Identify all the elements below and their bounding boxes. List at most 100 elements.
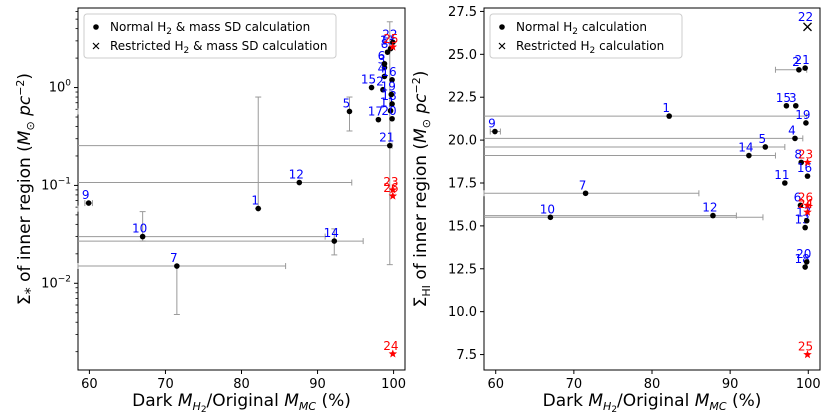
y-tick-label: 20.0: [448, 134, 477, 149]
point-label: 23: [798, 147, 813, 161]
y-tick-label: 17.5: [448, 176, 477, 191]
point-label: 16: [381, 65, 396, 79]
text-part: of inner region (: [411, 143, 431, 285]
data-point: [802, 65, 808, 71]
data-point: [710, 212, 716, 219]
text-part: of inner region (: [15, 145, 35, 287]
data-point: [386, 142, 393, 149]
point-label: 3: [378, 53, 386, 67]
data-point: [803, 217, 810, 224]
restricted-star-marker: [388, 349, 398, 358]
text-part: (%): [727, 391, 762, 411]
text-part: MC: [299, 400, 316, 413]
data-point: [804, 173, 811, 179]
y-tick-label: 25.0: [448, 48, 477, 63]
text-part: M: [411, 128, 431, 143]
point-label: 5: [758, 132, 766, 146]
data-point: [792, 135, 798, 142]
point-label: 1: [251, 194, 259, 208]
data-point: [783, 102, 790, 109]
data-point: [381, 73, 388, 80]
data-point: [255, 205, 262, 212]
restricted-star-marker: [803, 207, 812, 216]
text-part: M: [15, 130, 35, 145]
data-point: [380, 86, 386, 93]
text-part: 2: [611, 405, 617, 414]
point-label: 25: [383, 32, 398, 46]
point-label: 5: [343, 96, 351, 110]
text-part: H: [603, 400, 611, 413]
tick-base: 10: [49, 81, 66, 96]
x-axis-label: Dark MH2/Original MMC (%): [543, 391, 762, 414]
text-part: −2: [410, 77, 423, 93]
point-label: 26: [798, 190, 813, 204]
text-part: M: [284, 391, 299, 411]
restricted-star-marker: [388, 185, 398, 194]
data-point: [296, 179, 303, 186]
legend-label: Restricted H2 calculation: [516, 39, 664, 56]
y-tick-label: 12.5: [448, 262, 477, 277]
point-label: 17: [368, 105, 383, 119]
data-point: [331, 238, 338, 244]
point-label: 14: [324, 226, 339, 240]
point-label: 21: [379, 131, 394, 145]
text-part: pc: [15, 95, 35, 121]
data-point: [782, 180, 788, 186]
data-point: [547, 214, 554, 221]
text-part: Restricted H: [110, 39, 184, 53]
data-point: [174, 263, 180, 269]
x-axis-label: Dark MH2/Original MMC (%): [132, 391, 351, 414]
data-point: [796, 66, 802, 73]
legend-dot-icon: [499, 24, 505, 30]
text-part: 2: [590, 46, 596, 56]
x-tick-label: 80: [644, 377, 661, 392]
data-point: [389, 115, 395, 122]
point-label: 3: [789, 91, 797, 105]
text-part: Restricted H: [516, 39, 590, 53]
point-label: 10: [540, 202, 555, 216]
data-point: [388, 91, 395, 98]
restricted-star-marker: [388, 42, 398, 51]
data-point: [746, 152, 752, 159]
axes-frame: [483, 7, 821, 371]
point-label: 22: [798, 10, 813, 24]
text-part: ): [411, 71, 431, 78]
y-tick-label: 7.5: [456, 348, 477, 363]
data-point: [85, 200, 92, 206]
y-tick-label: 10−1: [41, 176, 71, 193]
text-part: /Original: [617, 391, 695, 411]
point-label: 26: [383, 181, 398, 195]
text-part: & mass SD calculation: [172, 20, 310, 34]
point-label: 25: [798, 340, 813, 354]
y-tick-label: 10.0: [448, 305, 477, 320]
point-label: 6: [794, 190, 802, 204]
point-label: 24: [383, 339, 398, 353]
text-part: 2: [201, 405, 207, 414]
point-label: 4: [378, 61, 386, 75]
point-label: 12: [702, 201, 717, 215]
text-part: 2: [184, 46, 190, 56]
panel-2: 60 70 80 90 1007.510.012.515.017.520.022.525…: [410, 5, 821, 414]
data-point: [762, 144, 769, 150]
text-part: Normal H: [516, 20, 572, 34]
data-point: [792, 102, 799, 109]
axes-frame: [77, 7, 406, 371]
legend-label: Restricted H2 & mass SD calculation: [110, 39, 327, 56]
text-part: /Original: [207, 391, 285, 411]
data-point: [389, 101, 395, 107]
point-label: 20: [381, 104, 396, 118]
point-label: 14: [738, 141, 753, 155]
data-point: [798, 159, 805, 166]
legend-box: [83, 13, 337, 59]
point-label: 9: [82, 188, 90, 202]
point-label: 10: [132, 222, 147, 236]
text-part: H: [193, 400, 201, 413]
text-part: −2: [14, 80, 27, 96]
text-part: ⊙: [420, 119, 433, 128]
text-part: Dark: [132, 391, 178, 411]
data-point: [803, 120, 809, 126]
x-tick-label: 60: [81, 377, 98, 392]
legend-label: Normal H2 calculation: [516, 20, 647, 37]
text-part: Σ: [15, 294, 35, 305]
